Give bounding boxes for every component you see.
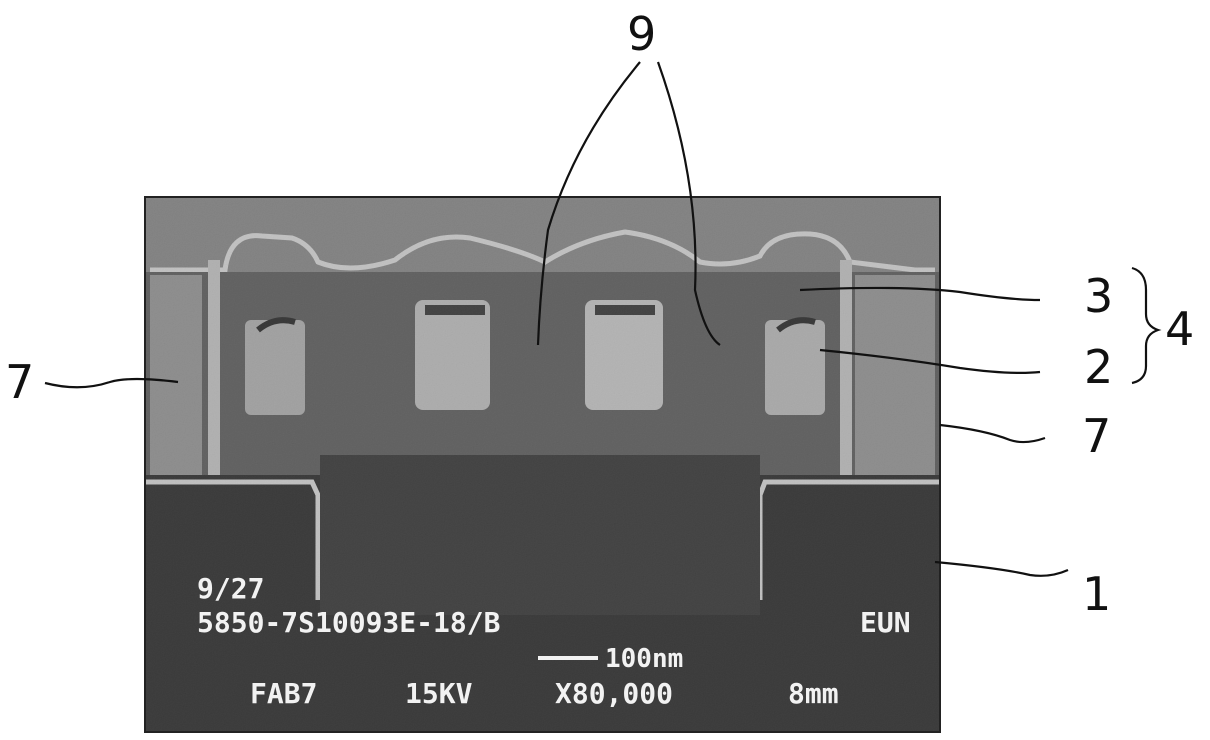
label-2: 2 [1084, 340, 1113, 394]
label-1: 1 [1082, 567, 1111, 621]
sem-fab: FAB7 [250, 677, 317, 710]
sem-voltage: 15KV [405, 677, 473, 710]
label-9: 9 [627, 7, 656, 61]
sem-date: 9/27 [197, 572, 264, 605]
sem-operator: EUN [860, 606, 911, 639]
brace-4 [1132, 268, 1158, 383]
label-7-right: 7 [1082, 409, 1111, 463]
sem-scale-text: 100nm [605, 644, 683, 674]
leader-7-right [940, 425, 1045, 442]
leader-1 [935, 562, 1068, 576]
sem-magnification: X80,000 [555, 677, 673, 710]
label-7-left: 7 [5, 355, 34, 409]
label-3: 3 [1084, 269, 1113, 323]
sem-sample-id: 5850-7S10093E-18/B [197, 606, 500, 639]
sem-working-distance: 8mm [788, 677, 839, 710]
label-4: 4 [1165, 302, 1194, 356]
